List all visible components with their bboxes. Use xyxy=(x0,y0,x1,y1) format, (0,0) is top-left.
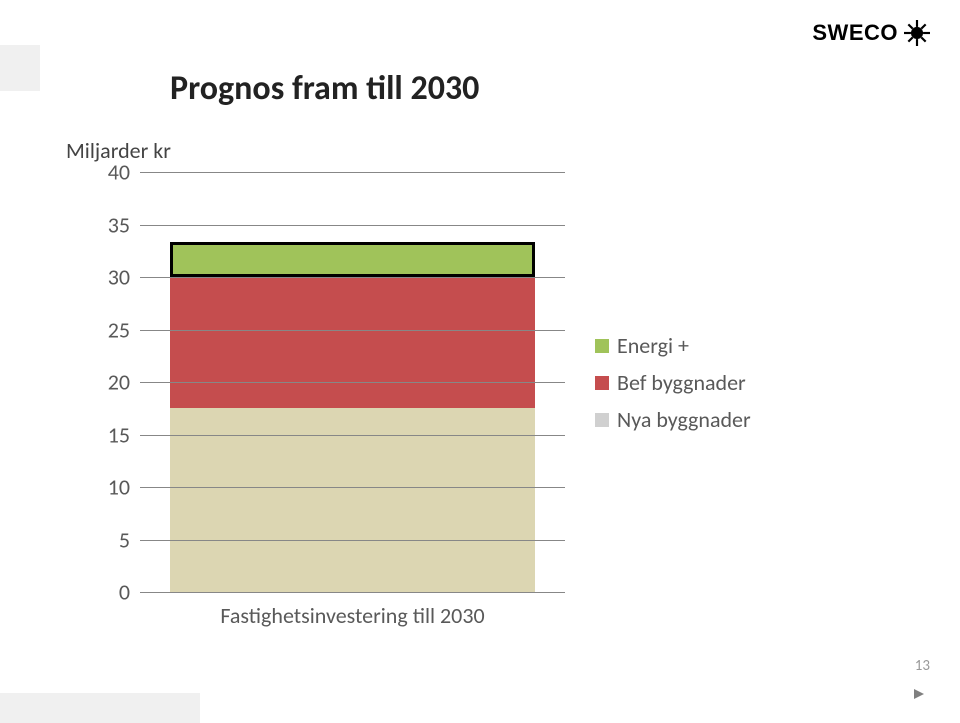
ytick-label: 0 xyxy=(119,579,140,606)
x-category-label: Fastighetsinvestering till 2030 xyxy=(140,602,565,629)
ytick-label: 10 xyxy=(108,474,140,501)
slide-title: Prognos fram till 2030 xyxy=(170,68,479,109)
decorative-stripe-bottom xyxy=(0,693,200,723)
gridline xyxy=(140,172,565,173)
page-number: 13 xyxy=(915,657,930,675)
legend-item-bef: Bef byggnader xyxy=(595,369,751,396)
gridline xyxy=(140,225,565,226)
legend-swatch xyxy=(595,376,609,390)
legend: Energi + Bef byggnader Nya byggnader xyxy=(595,332,751,433)
bar-segment-energi xyxy=(170,242,535,277)
ytick-label: 30 xyxy=(108,264,140,291)
legend-item-nya: Nya byggnader xyxy=(595,406,751,433)
ytick-label: 25 xyxy=(108,316,140,343)
gridline xyxy=(140,487,565,488)
ytick-label: 5 xyxy=(119,526,140,553)
bar-segment-bef xyxy=(170,277,535,408)
legend-swatch xyxy=(595,339,609,353)
legend-item-energi: Energi + xyxy=(595,332,751,359)
ytick-label: 35 xyxy=(108,211,140,238)
legend-label: Energi + xyxy=(617,332,689,359)
gridline xyxy=(140,435,565,436)
legend-label: Bef byggnader xyxy=(617,369,746,396)
legend-label: Nya byggnader xyxy=(617,406,751,433)
ytick-label: 40 xyxy=(108,159,140,186)
ytick-label: 15 xyxy=(108,421,140,448)
brand-logo: SWECO xyxy=(812,20,930,46)
plot-area: 0510152025303540 xyxy=(140,172,565,592)
gridline xyxy=(140,540,565,541)
gridline xyxy=(140,330,565,331)
decorative-stripe-top xyxy=(0,45,40,91)
legend-swatch xyxy=(595,413,609,427)
gridline xyxy=(140,382,565,383)
gridline xyxy=(140,277,565,278)
logo-text: SWECO xyxy=(812,20,898,46)
chart: 0510152025303540 Fastighetsinvestering t… xyxy=(65,162,845,647)
gridline xyxy=(140,592,565,593)
ytick-label: 20 xyxy=(108,369,140,396)
next-slide-icon[interactable] xyxy=(914,689,926,701)
bar-segment-nya xyxy=(170,408,535,592)
logo-icon xyxy=(904,20,930,46)
